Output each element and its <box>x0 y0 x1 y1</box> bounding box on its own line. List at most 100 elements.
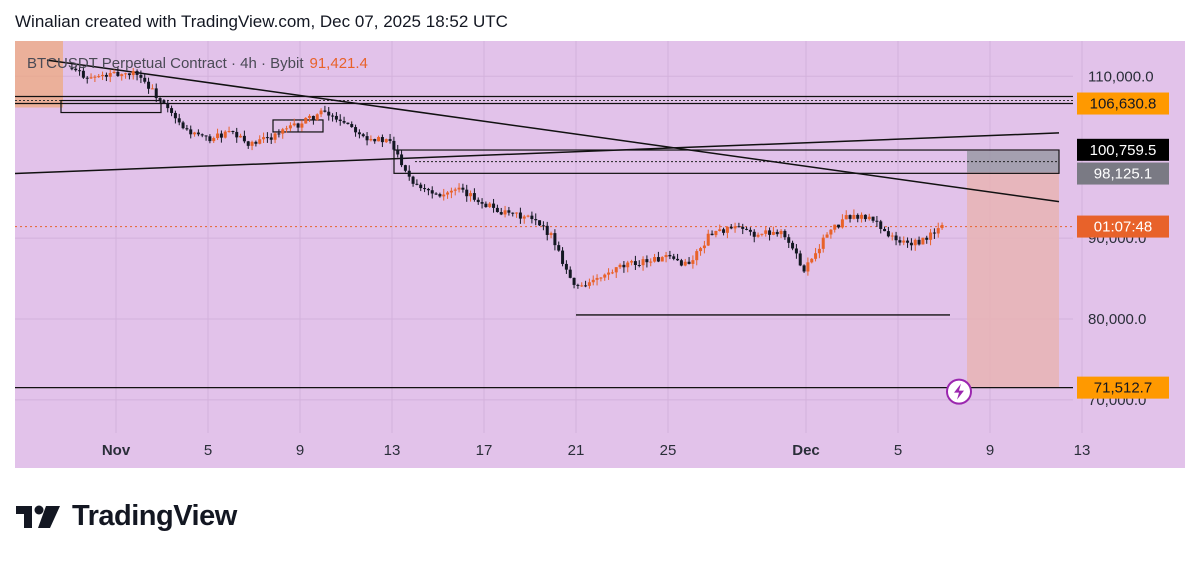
candle-body <box>610 272 614 274</box>
candle-body <box>760 233 764 235</box>
candle-body <box>392 140 396 150</box>
price-label-71512-bg <box>1077 376 1169 399</box>
candle-body <box>538 220 542 226</box>
candle-body <box>457 187 461 190</box>
candle-body <box>507 210 511 213</box>
price-label-106630-bg <box>1077 92 1169 115</box>
candle-body <box>108 73 112 77</box>
candle-body <box>745 228 749 230</box>
candle-body <box>93 76 97 78</box>
candle-body <box>173 112 177 119</box>
candle-body <box>779 230 783 235</box>
y-tick-label: 110,000.0 <box>1088 68 1154 85</box>
resistance-box <box>393 149 1060 174</box>
tradingview-logo-icon <box>16 505 60 528</box>
candle-body <box>687 261 691 264</box>
candle-body <box>802 265 806 272</box>
candle-body <box>913 239 917 246</box>
candle-body <box>879 221 883 229</box>
candle-body <box>660 257 664 262</box>
candle-body <box>78 70 82 72</box>
tradingview-logo: TradingView <box>16 500 237 533</box>
candle-body <box>354 127 358 133</box>
candle-body <box>530 215 534 220</box>
candle-body <box>193 132 197 135</box>
candle-body <box>285 128 289 130</box>
candle-body <box>875 220 879 222</box>
candle-body <box>154 88 158 99</box>
candle-body <box>277 133 281 135</box>
candle-body <box>219 133 223 138</box>
lightning-glyph <box>954 383 964 400</box>
candle-body <box>112 71 116 74</box>
candle-body <box>139 74 143 78</box>
candle-body <box>794 248 798 254</box>
candle-body <box>898 240 902 243</box>
candle-body <box>549 233 553 235</box>
candle-body <box>311 115 315 120</box>
candle-body <box>415 183 419 185</box>
candle-body <box>269 137 273 140</box>
candle-body <box>886 231 890 237</box>
candle-body <box>453 189 457 191</box>
highlight-zone-left <box>15 41 63 108</box>
candle-body <box>216 133 220 139</box>
candle-body <box>909 242 913 246</box>
candle-body <box>668 255 672 257</box>
candle-body <box>672 256 676 259</box>
candle-body <box>357 132 361 135</box>
candle-body <box>388 139 392 141</box>
candle-body <box>212 138 216 142</box>
candle-body <box>798 253 802 266</box>
candle-body <box>676 258 680 261</box>
candle-body <box>396 149 400 155</box>
candle-body <box>281 129 285 134</box>
candle-body <box>124 73 128 75</box>
candle-body <box>932 232 936 234</box>
candle-body <box>116 71 120 76</box>
candle-body <box>633 261 637 265</box>
candle-body <box>461 187 465 190</box>
candle-body <box>906 240 910 243</box>
chart-area[interactable]: Nov 5 9 13 17 21 25 Dec 5 9 13 110,000.0 90,000.0 80,… <box>15 41 1185 468</box>
candle-body <box>223 131 227 138</box>
candle-body <box>131 71 135 76</box>
candle-body <box>637 264 641 266</box>
candle-body <box>342 120 346 123</box>
candle-body <box>837 224 841 228</box>
candle-body <box>833 224 837 230</box>
candle-body <box>722 229 726 233</box>
symbol-legend: BTCUSDT Perpetual Contract · 4h · Bybit 9… <box>27 55 368 72</box>
target-zone <box>967 172 1059 388</box>
candle-body <box>246 141 250 146</box>
candle-body <box>380 137 384 143</box>
candle-body <box>430 190 434 194</box>
candle-body <box>296 123 300 128</box>
candle-body <box>181 122 185 129</box>
candle-body <box>580 285 584 287</box>
candle-body <box>925 237 929 240</box>
candle-body <box>557 245 561 251</box>
candle-body <box>300 123 304 128</box>
candle-body <box>664 255 668 258</box>
candle-body <box>718 229 722 231</box>
candle-body <box>902 240 906 243</box>
price-chart[interactable]: Nov 5 9 13 17 21 25 Dec 5 9 13110,000.090,000.080,… <box>15 41 1185 468</box>
candle-body <box>518 212 522 219</box>
candle-body <box>649 261 653 263</box>
candle-body <box>449 190 453 193</box>
candle-body <box>564 263 568 270</box>
candle-body <box>817 248 821 254</box>
candle-body <box>250 141 254 146</box>
candle-body <box>630 261 634 263</box>
candle-body <box>683 261 687 266</box>
x-tick-label: 21 <box>568 442 585 459</box>
candle-body <box>883 228 887 232</box>
candle-body <box>81 70 85 78</box>
candle-body <box>591 279 595 283</box>
candle-body <box>618 264 622 268</box>
candle-body <box>764 230 768 234</box>
candle-body <box>515 212 519 214</box>
candle-body <box>829 229 833 235</box>
candle-body <box>273 133 277 140</box>
